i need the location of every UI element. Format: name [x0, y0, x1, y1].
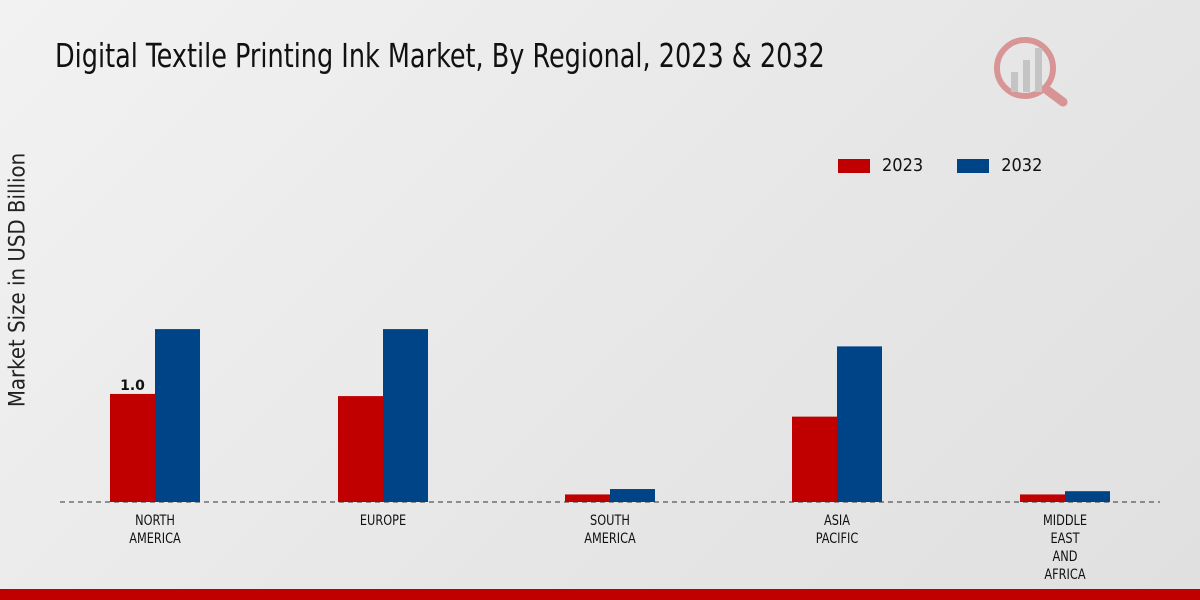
legend-swatch-2032 — [957, 158, 990, 173]
legend: 2023 2032 — [838, 155, 1042, 176]
watermark-logo-icon — [994, 37, 1068, 107]
legend-label-2032: 2032 — [1001, 155, 1043, 176]
chart-title: Digital Textile Printing Ink Market, By … — [55, 36, 825, 75]
x-tick-label-line: EUROPE — [359, 513, 407, 529]
bar-2032-asia-pacific — [837, 346, 882, 502]
x-tick-label-line: AMERICA — [129, 531, 181, 547]
x-tick-label-line: EAST — [1050, 531, 1080, 547]
bar-2032-south-america — [610, 489, 655, 502]
x-tick-label-line: SOUTH — [590, 513, 630, 529]
legend-item-2032: 2032 — [957, 155, 1042, 176]
x-tick-label: EUROPE — [329, 512, 437, 530]
data-label: 1.0 — [120, 378, 145, 394]
x-tick-label: SOUTH AMERICA — [556, 512, 664, 548]
bar-2023-europe — [338, 396, 383, 502]
bar-2023-south-america — [565, 494, 610, 502]
bar-2023-asia-pacific — [792, 416, 837, 502]
bar-2023-middle-east-and-africa — [1020, 494, 1065, 502]
legend-swatch-2023 — [838, 158, 870, 173]
x-tick-label-line: AMERICA — [584, 531, 636, 547]
x-tick-label-line: AFRICA — [1044, 567, 1086, 583]
x-tick-label-line: MIDDLE — [1042, 513, 1088, 529]
footer-bar — [0, 589, 1200, 600]
bar-2032-middle-east-and-africa — [1065, 491, 1110, 502]
legend-label-2023: 2023 — [882, 155, 924, 176]
bar-2032-north-america — [155, 329, 200, 502]
legend-item-2023: 2023 — [838, 155, 923, 176]
x-tick-label: ASIA PACIFIC — [783, 512, 891, 548]
x-tick-label-line: NORTH — [135, 513, 175, 529]
x-tick-label-line: ASIA — [823, 513, 851, 529]
x-tick-label-line: PACIFIC — [815, 531, 859, 547]
bar-2023-north-america — [110, 393, 155, 502]
x-tick-label-line: AND — [1052, 549, 1078, 565]
x-tick-label: MIDDLE EAST AND AFRICA — [1011, 512, 1119, 584]
bar-2032-europe — [383, 329, 428, 502]
x-tick-label: NORTH AMERICA — [101, 512, 209, 548]
